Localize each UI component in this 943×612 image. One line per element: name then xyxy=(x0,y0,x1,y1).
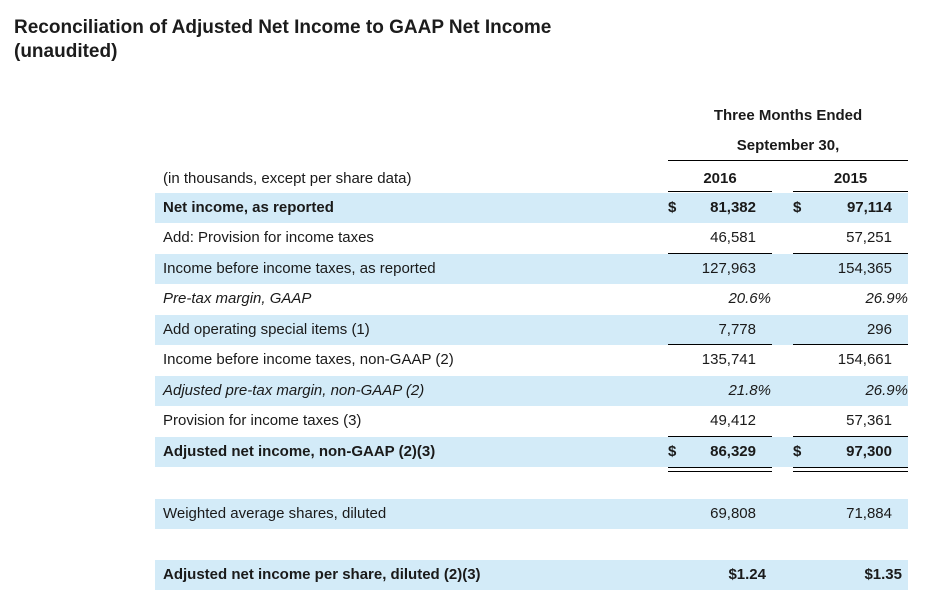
value-2016: 69,808 xyxy=(710,505,756,522)
value-2015: 26.9% xyxy=(865,290,908,307)
year-2015-rule xyxy=(793,191,908,192)
table-row: Net income, as reported $ 81,382 $ 97,11… xyxy=(155,193,908,223)
year-2016-header: 2016 xyxy=(703,170,737,187)
row-label: Adjusted pre-tax margin, non-GAAP (2) xyxy=(163,382,425,399)
subtotal-rule xyxy=(668,253,772,254)
row-label: Net income, as reported xyxy=(163,199,334,216)
currency-symbol: $ xyxy=(793,443,802,460)
table-row: Weighted average shares, diluted 69,808 … xyxy=(155,499,908,529)
table-row: Adjusted pre-tax margin, non-GAAP (2) 21… xyxy=(155,376,908,406)
currency-symbol: $ xyxy=(668,199,677,216)
row-label: Add: Provision for income taxes xyxy=(163,229,374,246)
row-label: Pre-tax margin, GAAP xyxy=(163,290,312,307)
period-header-rule xyxy=(668,160,908,161)
value-2016: 7,778 xyxy=(718,321,756,338)
row-label: Income before income taxes, non-GAAP (2) xyxy=(163,351,454,368)
value-2015: 154,661 xyxy=(837,351,892,368)
table-row: Pre-tax margin, GAAP 20.6% 26.9% xyxy=(155,284,908,314)
value-2016: 21.8% xyxy=(728,382,771,399)
table-row: Income before income taxes, non-GAAP (2)… xyxy=(155,345,908,375)
units-label: (in thousands, except per share data) xyxy=(163,170,412,187)
table-row: Adjusted net income per share, diluted (… xyxy=(155,560,908,590)
currency-symbol: $ xyxy=(668,443,677,460)
total-double-rule xyxy=(793,467,908,472)
row-label: Add operating special items (1) xyxy=(163,321,370,338)
year-2015-header: 2015 xyxy=(833,170,868,187)
value-2016: 135,741 xyxy=(701,351,756,368)
table-row: Add operating special items (1) 7,778 29… xyxy=(155,315,908,345)
subtotal-rule xyxy=(668,436,772,437)
title-line-1: Reconciliation of Adjusted Net Income to… xyxy=(14,17,552,38)
currency-symbol: $ xyxy=(793,199,802,216)
value-2015: 97,300 xyxy=(846,443,892,460)
value-2015: 296 xyxy=(866,321,892,338)
value-2015: 26.9% xyxy=(865,382,908,399)
subtotal-rule xyxy=(793,436,908,437)
row-label: Adjusted net income per share, diluted (… xyxy=(163,566,481,583)
period-subheader: September 30, xyxy=(736,137,840,154)
table-row: Income before income taxes, as reported … xyxy=(155,254,908,284)
value-2016: 20.6% xyxy=(728,290,771,307)
value-2015: 154,365 xyxy=(837,260,892,277)
title-line-2: (unaudited) xyxy=(14,41,118,62)
value-2016: 49,412 xyxy=(710,412,756,429)
row-label: Adjusted net income, non-GAAP (2)(3) xyxy=(163,443,436,460)
value-2016: 127,963 xyxy=(701,260,756,277)
subtotal-rule xyxy=(793,344,908,345)
value-2015: 97,114 xyxy=(846,199,892,216)
report-title: Reconciliation of Adjusted Net Income to… xyxy=(14,16,551,64)
period-header: Three Months Ended xyxy=(713,107,863,124)
row-label: Weighted average shares, diluted xyxy=(163,505,387,522)
value-2015: 57,361 xyxy=(846,412,892,429)
value-2016: 46,581 xyxy=(710,229,756,246)
table-row: Provision for income taxes (3) 49,412 57… xyxy=(155,406,908,436)
total-double-rule xyxy=(668,467,772,472)
subtotal-rule xyxy=(668,344,772,345)
table-row: Add: Provision for income taxes 46,581 5… xyxy=(155,223,908,253)
value-2016: 81,382 xyxy=(710,199,756,216)
value-2015: 71,884 xyxy=(846,505,892,522)
value-2016: $1.24 xyxy=(728,566,766,583)
value-2015: $1.35 xyxy=(864,566,902,583)
row-label: Provision for income taxes (3) xyxy=(163,412,362,429)
year-2016-rule xyxy=(668,191,772,192)
value-2016: 86,329 xyxy=(710,443,756,460)
value-2015: 57,251 xyxy=(846,229,892,246)
subtotal-rule xyxy=(793,253,908,254)
table-row: Adjusted net income, non-GAAP (2)(3) $ 8… xyxy=(155,437,908,467)
row-label: Income before income taxes, as reported xyxy=(163,260,436,277)
